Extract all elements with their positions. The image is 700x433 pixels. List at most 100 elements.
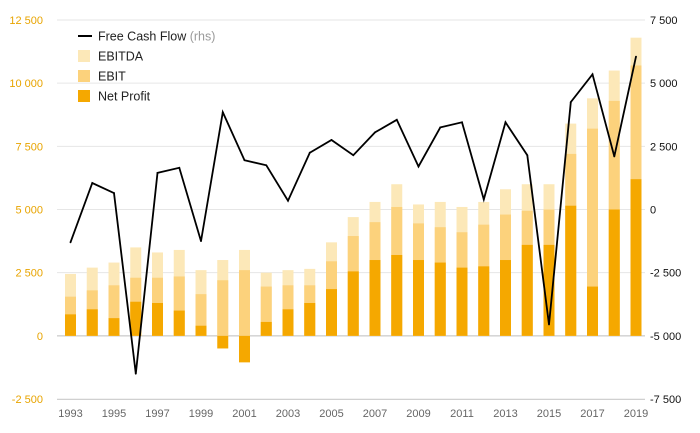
bar-net-profit	[456, 267, 468, 336]
legend-label-text: EBITDA	[98, 50, 144, 64]
legend-label: EBIT	[98, 70, 126, 84]
x-tick-label: 2013	[493, 408, 517, 420]
legend-label-text: EBIT	[98, 70, 126, 84]
right-tick-label: -5 000	[650, 331, 681, 343]
legend-box-swatch	[78, 70, 90, 82]
bar-net-profit	[413, 260, 424, 336]
bar-net-profit	[565, 205, 577, 336]
legend-note: (rhs)	[186, 30, 215, 44]
x-tick-label: 2009	[406, 408, 430, 420]
legend-label: Free Cash Flow (rhs)	[98, 30, 215, 44]
legend-label: Net Profit	[98, 90, 151, 104]
point-free-cash-flow	[635, 55, 637, 58]
point-free-cash-flow	[504, 121, 507, 124]
bar-net-profit	[434, 262, 446, 336]
left-tick-label: 7 500	[15, 141, 43, 153]
point-free-cash-flow	[613, 155, 616, 158]
point-free-cash-flow	[287, 199, 289, 202]
point-free-cash-flow	[243, 159, 246, 162]
bar-net-profit	[86, 309, 98, 336]
bar-net-profit	[195, 325, 207, 336]
right-tick-label: 7 500	[650, 15, 678, 27]
left-tick-label: 0	[37, 331, 43, 343]
point-free-cash-flow	[417, 165, 420, 168]
point-free-cash-flow	[178, 166, 181, 169]
right-tick-label: -7 500	[650, 394, 681, 406]
bar-net-profit	[326, 289, 337, 336]
right-tick-label: 2 500	[650, 141, 678, 153]
legend-label: EBITDA	[98, 50, 144, 64]
x-tick-label: 2005	[319, 408, 343, 420]
point-free-cash-flow	[91, 182, 94, 184]
bar-net-profit	[282, 309, 294, 336]
point-free-cash-flow	[113, 192, 115, 194]
bar-net-profit	[152, 302, 163, 336]
legend-box-swatch	[78, 90, 90, 102]
point-free-cash-flow	[439, 126, 442, 129]
x-tick-label: 2001	[232, 408, 256, 420]
x-tick-label: 2015	[537, 408, 561, 420]
point-free-cash-flow	[330, 139, 333, 141]
bar-ebit	[587, 128, 598, 336]
x-tick-label: 1993	[58, 408, 82, 420]
legend-label-text: Free Cash Flow	[98, 30, 187, 44]
bar-ebit	[173, 276, 185, 336]
point-free-cash-flow	[200, 240, 202, 242]
bar-net-profit	[391, 254, 403, 336]
bar-net-profit	[217, 335, 229, 349]
point-free-cash-flow	[308, 151, 311, 154]
bar-ebit	[195, 294, 207, 336]
point-free-cash-flow	[134, 372, 137, 375]
point-free-cash-flow	[352, 154, 355, 157]
point-free-cash-flow	[265, 164, 268, 167]
x-tick-label: 2003	[276, 408, 300, 420]
x-tick-label: 2011	[450, 408, 474, 420]
point-free-cash-flow	[461, 121, 463, 124]
x-tick-label: 1995	[102, 408, 126, 420]
bar-ebit	[217, 280, 229, 336]
bar-net-profit	[630, 179, 642, 336]
bar-net-profit	[239, 335, 250, 363]
bar-net-profit	[130, 301, 142, 336]
bar-ebit	[260, 286, 272, 336]
bar-net-profit	[108, 318, 120, 336]
right-tick-label: -2 500	[650, 268, 681, 280]
point-free-cash-flow	[395, 118, 398, 121]
point-free-cash-flow	[591, 73, 594, 76]
point-free-cash-flow	[526, 154, 529, 157]
point-free-cash-flow	[156, 171, 159, 174]
bar-net-profit	[500, 260, 511, 336]
legend-label-text: Net Profit	[98, 90, 151, 104]
bar-ebit	[108, 285, 120, 336]
legend-box-swatch	[78, 50, 90, 62]
x-tick-label: 2019	[624, 408, 648, 420]
bar-net-profit	[608, 209, 620, 336]
right-tick-label: 0	[650, 205, 656, 217]
point-free-cash-flow	[482, 198, 485, 201]
bar-net-profit	[347, 271, 359, 336]
bar-net-profit	[369, 260, 381, 336]
left-tick-label: 2 500	[15, 268, 43, 280]
left-tick-label: 12 500	[9, 15, 43, 27]
bar-net-profit	[587, 286, 598, 336]
x-tick-label: 1999	[189, 408, 213, 420]
x-tick-label: 2017	[580, 408, 604, 420]
bar-net-profit	[478, 266, 490, 336]
bar-net-profit	[521, 244, 533, 336]
bar-net-profit	[65, 314, 76, 336]
bar-net-profit	[543, 244, 555, 336]
point-free-cash-flow	[569, 101, 572, 104]
point-free-cash-flow	[69, 241, 72, 244]
bar-net-profit	[304, 302, 316, 336]
point-free-cash-flow	[374, 131, 376, 134]
x-tick-label: 1997	[145, 408, 169, 420]
left-tick-label: -2 500	[12, 394, 43, 406]
left-tick-label: 5 000	[15, 205, 43, 217]
right-tick-label: 5 000	[650, 78, 678, 90]
bar-net-profit	[173, 310, 185, 336]
point-free-cash-flow	[548, 323, 550, 326]
point-free-cash-flow	[221, 111, 224, 114]
bar-ebit	[239, 270, 250, 336]
bar-net-profit	[260, 321, 272, 336]
